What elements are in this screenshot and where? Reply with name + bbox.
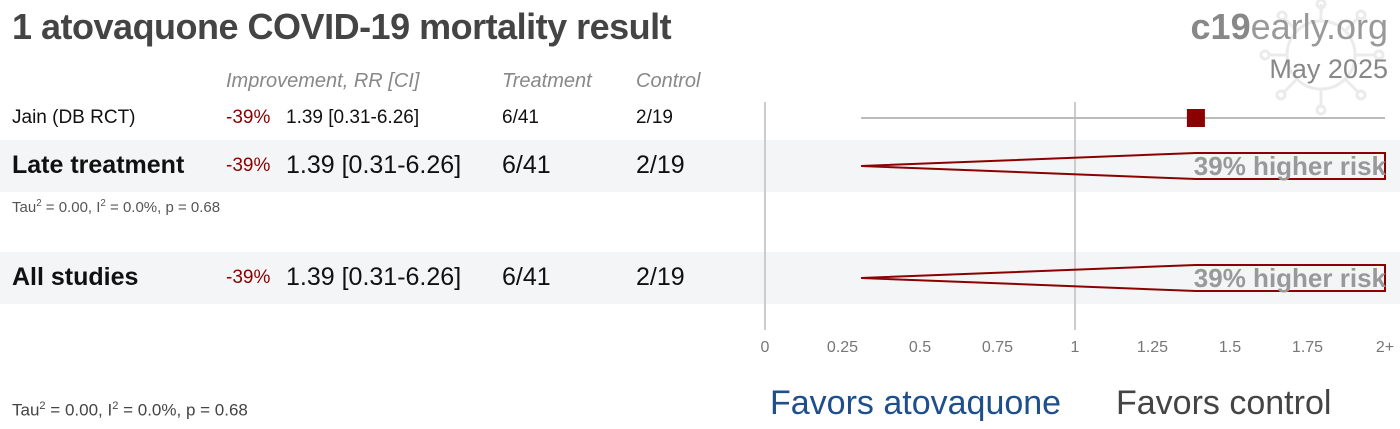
favors-treatment-label: Favors atovaquone xyxy=(770,384,1062,422)
x-tick-label: 1.5 xyxy=(1219,339,1241,356)
all-studies-label: All studies xyxy=(12,263,139,291)
late-treatment-treatment: 6/41 xyxy=(502,151,551,179)
risk-label: 39% higher risk xyxy=(1194,151,1387,181)
x-tick-label: 1.75 xyxy=(1292,339,1323,356)
late-treatment-improvement: -39% xyxy=(226,155,271,176)
footer-stats-tau-sup: 2 xyxy=(39,400,46,412)
x-tick-label: 1 xyxy=(1071,339,1080,356)
footer-stats-rest: = 0.0%, p = 0.68 xyxy=(118,400,248,420)
x-tick-label: 1.25 xyxy=(1137,339,1168,356)
footer-stats-tau: Tau xyxy=(12,400,40,420)
study-point-marker xyxy=(1186,109,1205,127)
all-studies-band xyxy=(0,252,1400,304)
risk-label: 39% higher risk xyxy=(1194,263,1387,293)
late-treatment-label: Late treatment xyxy=(12,151,185,179)
all-studies-improvement: -39% xyxy=(226,267,271,288)
x-tick-label: 0.5 xyxy=(909,339,931,356)
x-tick-label: 0 xyxy=(761,339,770,356)
x-tick-label: 0.75 xyxy=(982,339,1013,356)
brand-logo-rest: early.org xyxy=(1250,6,1388,47)
all-studies-rr-ci: 1.39 [0.31-6.26] xyxy=(286,263,462,291)
late-stats-tau-val: = 0.00, I xyxy=(41,199,101,216)
late-treatment-band xyxy=(0,140,1400,192)
study-name[interactable]: Jain (DB RCT) xyxy=(12,107,136,128)
late-treatment-control: 2/19 xyxy=(636,151,685,179)
col-header-improvement: Improvement, RR [CI] xyxy=(226,70,420,92)
all-studies-control: 2/19 xyxy=(636,263,685,291)
x-tick-label: 0.25 xyxy=(827,339,858,356)
virus-watermark-icon xyxy=(1259,0,1385,116)
footer-stats-tau-val: = 0.00, I xyxy=(45,400,113,420)
page-title: 1 atovaquone COVID-19 mortality result xyxy=(12,6,672,47)
x-tick-label: 2+ xyxy=(1376,339,1394,356)
brand-logo[interactable]: c19early.org xyxy=(1191,6,1388,48)
brand-logo-bold: c19 xyxy=(1190,6,1251,47)
footer-stats-i-sup: 2 xyxy=(112,400,119,412)
study-rr-ci: 1.39 [0.31-6.26] xyxy=(286,107,420,128)
late-treatment-stats: Tau2 = 0.00, I2 = 0.0%, p = 0.68 xyxy=(12,198,220,216)
favors-control-label: Favors control xyxy=(1116,384,1332,422)
late-stats-tau: Tau xyxy=(12,199,37,216)
footer-stats: Tau2 = 0.00, I2 = 0.0%, p = 0.68 xyxy=(12,400,248,421)
all-studies-treatment: 6/41 xyxy=(502,263,551,291)
col-header-treatment: Treatment xyxy=(502,70,592,92)
study-treatment: 6/41 xyxy=(502,107,539,128)
pooled-diamond xyxy=(861,152,1386,180)
study-improvement: -39% xyxy=(226,107,271,128)
col-header-control: Control xyxy=(636,70,701,92)
late-stats-i-sup: 2 xyxy=(100,198,106,209)
late-stats-rest: = 0.0%, p = 0.68 xyxy=(105,199,221,216)
pooled-diamond xyxy=(861,264,1386,292)
study-control: 2/19 xyxy=(636,107,673,128)
report-date: May 2025 xyxy=(1269,54,1388,84)
late-stats-tau-sup: 2 xyxy=(36,198,42,209)
late-treatment-rr-ci: 1.39 [0.31-6.26] xyxy=(286,151,462,179)
